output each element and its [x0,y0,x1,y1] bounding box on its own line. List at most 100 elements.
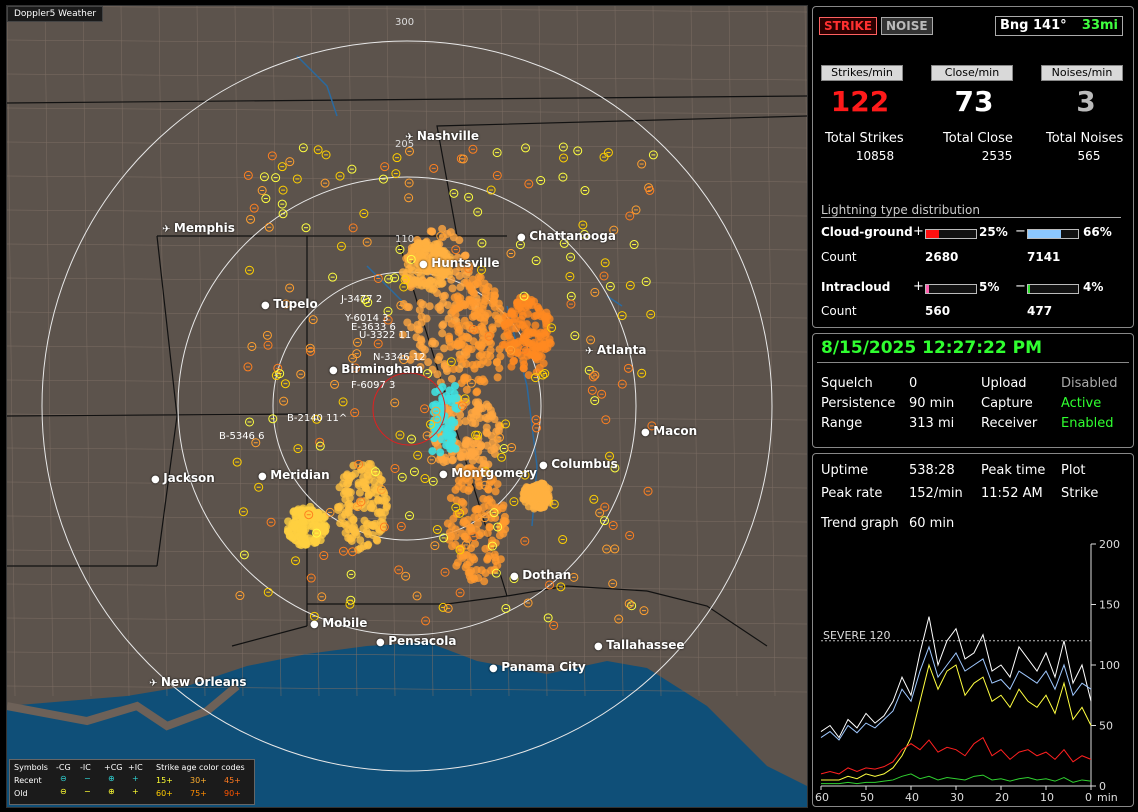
legend-col: -CG [56,763,71,772]
count-label: Count [821,304,857,318]
airport-icon: ✈ [405,132,417,143]
storm-cell [398,238,455,294]
x-tick-label: 40 [905,791,919,804]
cg-neg-count: 7141 [1027,250,1061,264]
range-ring-label: 205 [395,139,415,150]
city-dot-icon: ● [517,232,530,243]
city-new-orleans: ✈ New Orleans [149,675,246,689]
total-close: 2535 [981,149,1013,163]
datetime: 8/15/2025 12:27:22 PM [821,338,1042,358]
cg-neg-pct: 66% [1083,225,1112,239]
pos-ic-icon: + [132,774,139,783]
peak-time-value: 11:52 AM [981,486,1043,501]
storm-cell [283,502,331,550]
capture-value[interactable]: Active [1061,396,1102,411]
divider [817,362,1129,363]
city-atlanta: ✈ Atlanta [585,343,647,357]
neg-cg-icon: ⊖ [60,774,67,783]
close-range-ring [372,372,446,446]
city-meridian: ● Meridian [258,468,330,482]
city-mobile: ● Mobile [310,616,367,630]
airport-icon: ✈ [149,678,161,689]
intracloud-label: Intracloud [821,280,891,294]
distance: 33mi [1081,18,1118,33]
trend-series-line [820,616,1092,739]
city-birmingham: ● Birmingham [329,362,423,376]
city-dot-icon: ● [258,471,271,482]
storm-track-label: B-5346 6 [219,431,265,442]
squelch-value[interactable]: 0 [909,376,918,391]
city-label: Macon [653,424,698,438]
storm-cell [333,459,391,554]
pos-cg-icon: ⊕ [108,774,115,783]
uptime-label: Uptime [821,463,869,478]
y-tick-label: 0 [1099,780,1106,793]
city-dot-icon: ● [539,460,552,471]
persistence-label: Persistence [821,396,896,411]
squelch-label: Squelch [821,376,873,391]
plus-sign: + [913,279,924,294]
storm-track-label: B-2140 11^ [287,413,348,424]
legend-col: -IC [80,763,91,772]
noise-button[interactable]: NOISE [881,17,933,35]
total-noises-label: Total Noises [1046,131,1124,146]
receiver-value[interactable]: Enabled [1061,416,1114,431]
age-90: 90+ [224,789,241,798]
city-label: Jackson [163,471,215,485]
range-value[interactable]: 313 mi [909,416,955,431]
status-panel: 8/15/2025 12:27:22 PM Squelch 0 Upload D… [812,333,1134,448]
y-tick-label: 100 [1099,659,1120,672]
legend-recent-label: Recent [14,776,42,785]
city-label: Pensacola [388,634,457,648]
peak-rate-value: 152/min [909,486,963,501]
trend-graph-value[interactable]: 60 min [909,516,955,531]
storm-cell [498,293,555,380]
trend-series-line [821,663,1092,781]
capture-label: Capture [981,396,1033,411]
symbol-legend: Symbols -CG -IC +CG +IC Strike age color… [9,759,255,805]
total-noises: 565 [1077,149,1101,163]
receiver-label: Receiver [981,416,1038,431]
total-strikes: 10858 [855,149,895,163]
lightning-map[interactable]: Doppler5 Weather 300 205 110 ✈ Nashville… [6,5,808,808]
city-macon: ● Macon [641,424,697,438]
city-jackson: ● Jackson [151,471,215,485]
strike-button[interactable]: STRIKE [819,17,878,35]
age-75: 75+ [190,789,207,798]
noises-per-min-label: Noises/min [1041,65,1123,81]
cloud-ground-label: Cloud-ground [821,225,913,239]
trend-series-line [820,736,1092,775]
city-label: Dothan [522,568,572,582]
storm-cell [445,273,509,397]
x-tick-label: 50 [860,791,874,804]
x-tick-label: 10 [1040,791,1054,804]
noises-per-min: 3 [1076,85,1096,118]
persistence-value[interactable]: 90 min [909,396,955,411]
city-columbus: ● Columbus [539,457,618,471]
city-dot-icon: ● [489,663,502,674]
upload-value[interactable]: Disabled [1061,376,1118,391]
city-label: New Orleans [160,675,247,689]
ic-pos-count: 560 [925,304,951,318]
trend-series-line [821,773,1092,785]
ic-neg-bar [1027,284,1079,294]
city-dothan: ● Dothan [510,568,571,582]
city-huntsville: ● Huntsville [419,256,500,270]
cg-pos-bar [925,229,977,239]
range-ring-label: 110 [395,234,415,245]
x-tick-label: 60 [815,791,829,804]
minus-sign: − [1015,279,1026,294]
total-strikes-label: Total Strikes [825,131,904,146]
y-tick-label: 50 [1099,720,1113,733]
strikes-per-min: 122 [830,85,890,118]
strikes-per-min-label: Strikes/min [821,65,903,81]
plot-value[interactable]: Strike [1061,486,1099,501]
city-label: Columbus [551,457,618,471]
legend-col: +IC [128,763,143,772]
city-label: Meridian [270,468,330,482]
legend-col: +CG [104,763,123,772]
x-tick-label: 20 [995,791,1009,804]
ic-pos-pct: 5% [979,280,1000,294]
airport-icon: ✈ [585,346,597,357]
